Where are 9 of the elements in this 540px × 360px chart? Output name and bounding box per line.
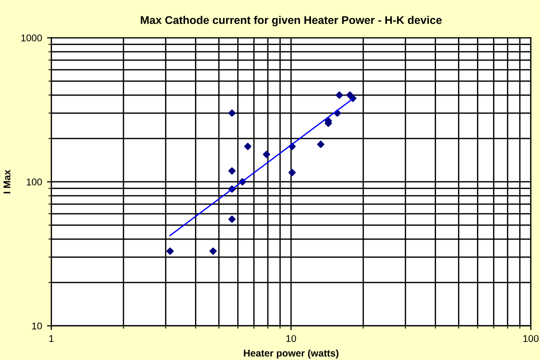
y-tick-label: 10 (32, 322, 42, 330)
x-tick-label: 10 (286, 335, 296, 342)
x-tick-label: 1 (49, 335, 54, 342)
x-tick-label: 100 (523, 335, 539, 342)
x-axis-title: Heater power (watts) (244, 349, 338, 359)
y-tick-label: 100 (26, 178, 42, 186)
chart-title: Max Cathode current for given Heater Power - H-K device (140, 16, 442, 26)
y-axis-title: I Max (4, 170, 10, 194)
y-tick-label: 1000 (21, 34, 42, 42)
